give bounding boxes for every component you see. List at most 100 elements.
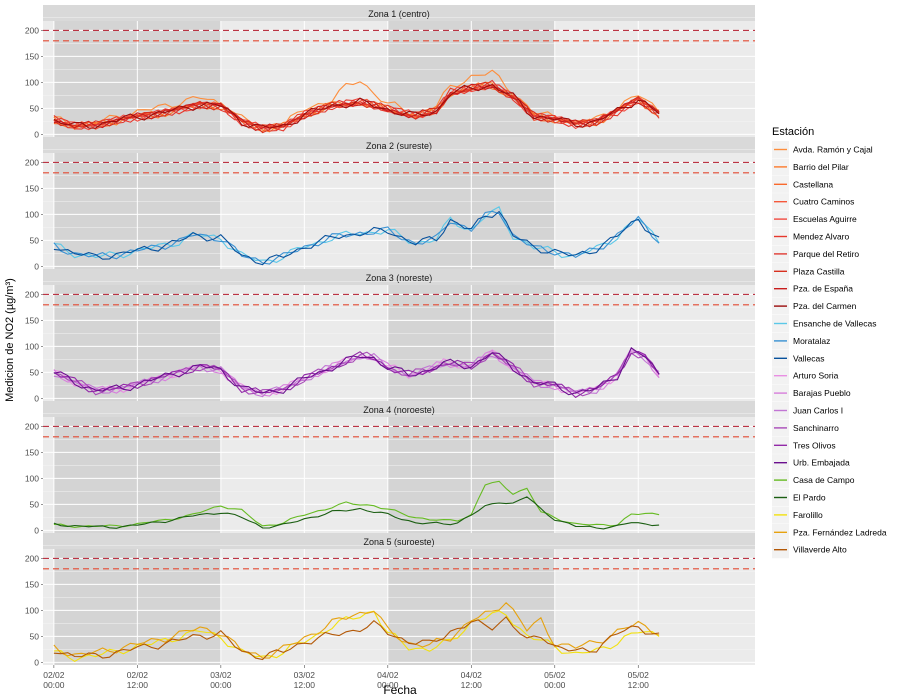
y-tick-label: 0 — [34, 657, 39, 667]
legend-item: Barrio del Pilar — [772, 158, 849, 176]
y-tick-label: 100 — [25, 209, 39, 219]
legend: Estación Avda. Ramón y Cajal Barrio del P… — [772, 126, 887, 559]
x-tick-label: 00:00 — [210, 680, 232, 690]
series-line — [53, 602, 660, 659]
legend-item: Mendez Alvaro — [772, 228, 849, 245]
legend-label: El Pardo — [793, 493, 826, 503]
x-tick-label: 12:00 — [628, 680, 650, 690]
y-tick-label: 100 — [25, 605, 39, 615]
legend-label: Mendez Alvaro — [793, 232, 849, 242]
x-tick-label: 05/02 — [628, 670, 650, 680]
legend-label: Avda. Ramón y Cajal — [793, 145, 873, 155]
panel-strip — [43, 5, 755, 21]
legend-item: Parque del Retiro — [772, 245, 859, 263]
legend-item: Casa de Campo — [772, 471, 855, 489]
y-tick-label: 100 — [25, 77, 39, 87]
legend-label: Parque del Retiro — [793, 249, 859, 259]
legend-label: Sanchinarro — [793, 423, 839, 433]
panel-1: Zona 1 (centro) 0 50 100 150 200 — [25, 5, 755, 139]
y-tick-label: 150 — [25, 447, 39, 457]
y-tick-label: 50 — [30, 499, 40, 509]
panel-title: Zona 2 (sureste) — [366, 141, 432, 151]
x-tick-label: 03/02 — [294, 670, 316, 680]
legend-item: Farolillo — [772, 506, 823, 524]
legend-item: Urb. Embajada — [772, 454, 850, 472]
y-tick-label: 150 — [25, 315, 39, 325]
x-tick-label: 03/02 — [210, 670, 232, 680]
y-tick-label: 200 — [25, 289, 39, 299]
legend-label: Juan Carlos I — [793, 406, 843, 416]
panel-title: Zona 4 (noroeste) — [363, 405, 435, 415]
legend-item: Moratalaz — [772, 332, 830, 350]
series-line — [53, 480, 660, 529]
y-tick-label: 200 — [25, 157, 39, 167]
panel-strip — [43, 401, 755, 417]
series-line — [53, 496, 660, 530]
y-tick-label: 100 — [25, 473, 39, 483]
panel-4: Zona 4 (noroeste) 0 50 100 150 200 — [25, 401, 755, 535]
legend-label: Urb. Embajada — [793, 458, 850, 468]
legend-label: Pza. de España — [793, 284, 853, 294]
legend-item: Vallecas — [772, 349, 825, 367]
x-tick-label: 02/02 — [43, 670, 65, 680]
legend-label: Vallecas — [793, 353, 825, 363]
panel-title: Zona 5 (suroeste) — [363, 537, 434, 547]
series-line — [53, 610, 660, 663]
panel-strip — [43, 533, 755, 549]
legend-label: Farolillo — [793, 510, 823, 520]
panel-strip — [43, 137, 755, 153]
panel-strip — [43, 269, 755, 285]
y-tick-label: 0 — [34, 261, 39, 271]
legend-label: Cuatro Caminos — [793, 197, 854, 207]
y-tick-label: 150 — [25, 183, 39, 193]
y-tick-label: 0 — [34, 393, 39, 403]
legend-item: Villaverde Alto — [772, 541, 847, 559]
legend-label: Castellana — [793, 179, 833, 189]
y-tick-label: 100 — [25, 341, 39, 351]
y-tick-label: 200 — [25, 553, 39, 563]
legend-label: Pza. Fernández Ladreda — [793, 527, 887, 537]
legend-label: Tres Olivos — [793, 440, 836, 450]
x-tick-label: 00:00 — [43, 680, 65, 690]
y-axis-label: Medicion de NO2 (µg/m³) — [4, 278, 16, 402]
legend-label: Barrio del Pilar — [793, 162, 849, 172]
legend-title: Estación — [772, 126, 814, 138]
legend-label: Ensanche de Vallecas — [793, 319, 876, 329]
y-tick-label: 50 — [30, 103, 40, 113]
legend-item: Escuelas Aguirre — [772, 210, 857, 228]
series-line — [53, 346, 660, 396]
legend-item: Pza. de España — [772, 280, 853, 298]
x-tick-label: 02/02 — [127, 670, 149, 680]
y-tick-label: 0 — [34, 525, 39, 535]
series-line — [53, 83, 660, 129]
x-tick-label: 12:00 — [461, 680, 483, 690]
y-tick-label: 50 — [30, 367, 40, 377]
legend-item: Castellana — [772, 175, 833, 193]
series-line — [53, 210, 660, 266]
legend-label: Villaverde Alto — [793, 545, 847, 555]
legend-label: Pza. del Carmen — [793, 301, 857, 311]
y-tick-label: 150 — [25, 579, 39, 589]
legend-item: Barajas Pueblo — [772, 384, 851, 402]
x-tick-label: 00:00 — [544, 680, 566, 690]
panel-title: Zona 3 (noreste) — [366, 273, 433, 283]
series-line — [53, 83, 660, 132]
x-axis-label: Fecha — [383, 683, 417, 697]
x-tick-label: 04/02 — [461, 670, 483, 680]
legend-item: Ensanche de Vallecas — [772, 315, 876, 332]
x-tick-label: 12:00 — [294, 680, 316, 690]
x-tick-label: 05/02 — [544, 670, 566, 680]
panel-title: Zona 1 (centro) — [368, 9, 430, 19]
panel-5: Zona 5 (suroeste) 0 50 100 150 200 — [25, 533, 755, 667]
legend-item: Tres Olivos — [772, 436, 836, 454]
legend-label: Moratalaz — [793, 336, 830, 346]
series-line — [53, 616, 660, 661]
legend-item: Sanchinarro — [772, 419, 839, 437]
legend-item: Pza. del Carmen — [772, 297, 857, 315]
panel-2: Zona 2 (sureste) 0 50 100 150 200 — [25, 137, 755, 271]
legend-item: Arturo Soria — [772, 367, 839, 385]
series-line — [53, 84, 660, 131]
series-line — [53, 350, 660, 399]
legend-label: Barajas Pueblo — [793, 388, 851, 398]
